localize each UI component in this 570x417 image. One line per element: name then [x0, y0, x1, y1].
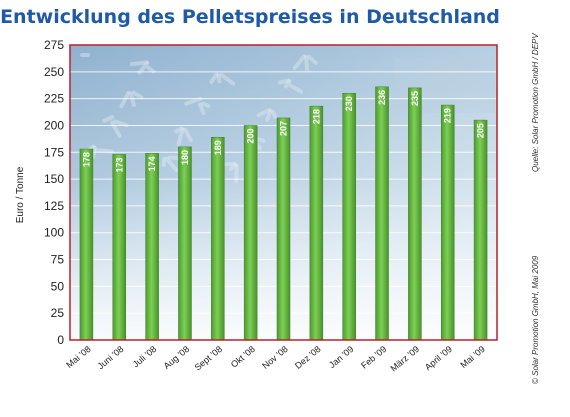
data-label: 218	[311, 109, 321, 124]
bar	[79, 148, 94, 341]
bar	[309, 105, 324, 341]
x-tick-label: Jan '09	[327, 344, 355, 370]
data-label: 174	[147, 156, 157, 171]
bar	[276, 117, 291, 341]
plot-frame	[69, 44, 498, 341]
bar	[408, 87, 422, 341]
bar	[375, 86, 389, 341]
x-tick-label: März '09	[389, 344, 422, 374]
bar	[473, 119, 488, 341]
x-tick-labels: Mai '08 Juni '08 Juli '08 Aug '08 Sept '08 Ok…	[64, 344, 487, 374]
y-tick-label: 200	[44, 118, 64, 132]
data-label: 205	[476, 123, 486, 138]
x-tick-label: Okt '08	[229, 344, 257, 370]
plot-border	[69, 44, 498, 341]
data-label: 207	[279, 121, 289, 136]
x-tick-label: Juli '08	[131, 344, 159, 369]
y-tick-label: 150	[44, 172, 64, 186]
y-tick-label: 175	[44, 145, 64, 159]
data-label: 235	[410, 91, 420, 106]
x-tick-label: Mai '08	[64, 344, 92, 370]
bars: 178 173 174 180 189 200 207 218 230 236 235 219 205	[79, 86, 488, 341]
data-label: 189	[213, 140, 223, 155]
data-label: 173	[114, 157, 124, 172]
y-tick-label: 0	[57, 333, 64, 347]
y-tick-label: 275	[44, 38, 64, 52]
bar	[112, 154, 127, 341]
y-tick-label: 25	[51, 306, 65, 320]
y-tick-label: 125	[44, 199, 64, 213]
bar	[145, 153, 159, 341]
y-tick-label: 250	[44, 65, 64, 79]
x-tick-label: Nov '08	[260, 344, 290, 371]
bar	[211, 137, 225, 341]
y-tick-labels: 0 25 50 75 100 125 150 175 200 225 250 275	[44, 38, 64, 347]
y-tick-label: 100	[44, 226, 64, 240]
y-tick-label: 50	[51, 279, 65, 293]
bar	[178, 146, 192, 341]
x-tick-label: April '09	[423, 344, 454, 372]
x-tick-label: Feb '09	[359, 344, 388, 371]
x-tick-label: Juni '08	[96, 344, 126, 371]
x-tick-label: Dez '08	[293, 344, 323, 371]
bar	[342, 93, 356, 341]
data-label: 200	[246, 128, 256, 143]
bar	[243, 125, 258, 341]
y-tick-label: 225	[44, 92, 64, 106]
chart-title: Entwicklung des Pelletspreises in Deutsc…	[0, 6, 500, 28]
data-label: 230	[344, 96, 354, 111]
x-tick-label: Sept '08	[193, 344, 225, 373]
x-tick-label: Aug '08	[162, 344, 192, 371]
data-label: 178	[81, 152, 91, 167]
data-label: 219	[443, 108, 453, 123]
x-tick-label: Mai '09	[458, 344, 486, 370]
data-label: 236	[377, 90, 387, 105]
y-tick-label: 75	[51, 253, 65, 267]
data-label: 180	[180, 150, 190, 165]
bar	[440, 104, 455, 341]
